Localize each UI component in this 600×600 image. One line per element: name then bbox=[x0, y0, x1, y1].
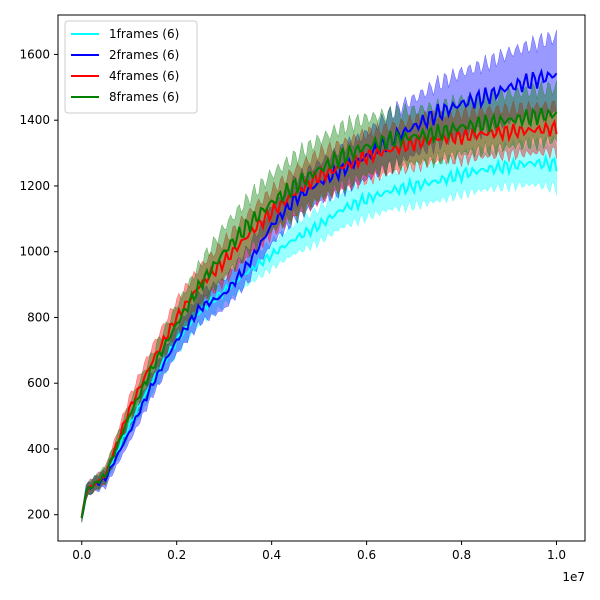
legend-label: 4frames (6) bbox=[109, 69, 179, 83]
legend-label: 2frames (6) bbox=[109, 48, 179, 62]
y-tick-label: 1600 bbox=[19, 47, 50, 61]
legend: 1frames (6) 2frames (6) 4frames (6) 8frames… bbox=[64, 20, 198, 114]
y-tick-label: 600 bbox=[27, 376, 50, 390]
legend-label: 8frames (6) bbox=[109, 90, 179, 104]
plot-area bbox=[57, 14, 586, 542]
x-tick-label: 0.4 bbox=[262, 548, 281, 562]
band-4frames bbox=[81, 100, 557, 522]
y-tick-label: 200 bbox=[27, 508, 50, 522]
x-tick-label: 0.6 bbox=[357, 548, 376, 562]
series-line-8frames bbox=[80, 107, 558, 519]
legend-box bbox=[64, 20, 198, 114]
x-tick-label: 0.0 bbox=[72, 548, 91, 562]
x-tick-label: 0.2 bbox=[167, 548, 186, 562]
y-axis: 200 400 600 800 1000 1200 1400 1600 bbox=[19, 47, 58, 522]
band-8frames bbox=[81, 80, 557, 523]
y-tick-label: 1400 bbox=[19, 113, 50, 127]
x-tick-label: 0.8 bbox=[452, 548, 471, 562]
plot-frame bbox=[57, 14, 586, 542]
y-tick-label: 800 bbox=[27, 310, 50, 324]
x-tick-label: 1.0 bbox=[547, 548, 566, 562]
y-tick-label: 1000 bbox=[19, 245, 50, 259]
series-line-1frames bbox=[80, 153, 558, 517]
y-tick-label: 400 bbox=[27, 442, 50, 456]
y-tick-label: 1200 bbox=[19, 179, 50, 193]
series-lines bbox=[80, 67, 558, 519]
x-axis: 0.0 0.2 0.4 0.6 0.8 1.0 bbox=[72, 541, 566, 562]
x-offset-label: 1e7 bbox=[562, 570, 585, 584]
legend-label: 1frames (6) bbox=[109, 27, 179, 41]
series-line-4frames bbox=[80, 118, 558, 517]
